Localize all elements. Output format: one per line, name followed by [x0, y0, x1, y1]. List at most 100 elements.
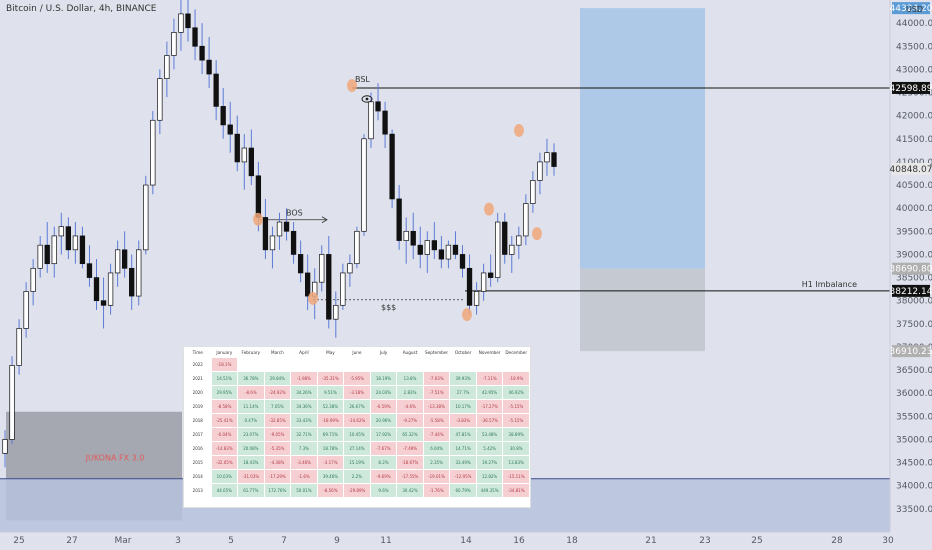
returns-value-cell: -14.83% — [211, 442, 238, 455]
x-tick-label: 3 — [175, 536, 181, 546]
liquidity-marker — [347, 79, 357, 93]
returns-value-cell: -34.81% — [503, 484, 529, 497]
candle-body — [276, 221, 283, 237]
returns-value-cell: 0.47% — [238, 414, 264, 427]
bsl-label: BSL — [355, 75, 370, 84]
returns-value-cell: 60.79% — [450, 484, 476, 497]
returns-value-cell: -17.29% — [264, 470, 291, 483]
price-badge — [892, 2, 930, 15]
returns-value-cell — [265, 358, 291, 371]
returns-value-cell: -13.38% — [423, 400, 450, 413]
returns-value-cell: 14.51% — [211, 372, 238, 385]
x-tick-label: 25 — [751, 536, 762, 546]
candle-body — [319, 254, 325, 283]
returns-value-cell: -29.89% — [344, 484, 370, 497]
returns-value-cell: -8.58% — [211, 400, 238, 413]
returns-row: 2018 -25.41% 0.47% -32.85% 33.43% -18.99% -14.… — [185, 414, 529, 427]
y-tick-label: 40500.00 — [896, 181, 932, 191]
returns-value-cell: 7.3% — [291, 442, 317, 455]
y-tick-label: 38000.00 — [896, 297, 932, 307]
returns-value-cell: 20.08% — [238, 442, 264, 455]
price-badge-label: 38690.80 — [890, 265, 932, 275]
returns-header-cell: April — [299, 350, 309, 355]
returns-header-cell: February — [241, 350, 261, 355]
candle-body — [65, 226, 71, 251]
x-tick-label: 7 — [281, 536, 287, 546]
returns-row: 2019 -8.58% 11.14% 7.05% 34.36% 52.38% 26.67% -… — [185, 400, 529, 413]
returns-value-cell: -0.04% — [211, 428, 238, 441]
x-tick-label: 18 — [566, 536, 578, 546]
returns-value-cell: 23.07% — [238, 428, 264, 441]
candle-body — [283, 221, 290, 232]
candle-body — [93, 277, 100, 302]
candle-body — [143, 184, 149, 251]
returns-value-cell: 32.71% — [291, 428, 317, 441]
candle-body — [466, 267, 473, 306]
price-badge-label: 38212.14 — [890, 287, 932, 297]
returns-value-cell — [371, 358, 397, 371]
x-tick-label: 9 — [334, 536, 340, 546]
candle-body — [129, 267, 135, 297]
y-tick-label: 44000.00 — [896, 19, 932, 29]
returns-value-cell: 34.26% — [291, 386, 317, 399]
candle-body — [389, 133, 395, 200]
candle-body — [544, 152, 550, 163]
candle-body — [51, 235, 57, 265]
returns-value-cell: 39.93% — [450, 372, 476, 385]
x-tick-label: 14 — [460, 536, 472, 546]
returns-value-cell: -4.38% — [264, 456, 291, 469]
returns-value-cell: -31.03% — [238, 470, 264, 483]
price-badge-label: 36910.23 — [890, 347, 932, 357]
liquidity-marker — [514, 123, 524, 137]
bos-label: BOS — [286, 209, 303, 218]
returns-value-cell: -5.58% — [423, 414, 450, 427]
returns-value-cell: 14.71% — [450, 442, 476, 455]
eye-icon-pupil — [365, 97, 369, 101]
returns-header-cell: May — [326, 350, 335, 355]
candle-body — [333, 304, 339, 320]
candle-body — [488, 272, 494, 278]
candle-body — [445, 244, 452, 260]
candle-body — [452, 244, 459, 255]
returns-value-cell — [450, 358, 476, 371]
candle-body — [459, 254, 466, 269]
returns-value-cell: -5.35% — [264, 442, 291, 455]
y-tick-label: 41000.00 — [896, 158, 932, 168]
returns-value-cell: -8.56% — [317, 484, 344, 497]
returns-value-cell: 7.05% — [264, 400, 291, 413]
returns-value-cell: 13.83% — [503, 456, 529, 469]
returns-value-cell: -24.92% — [264, 386, 291, 399]
x-tick-label: 23 — [699, 536, 710, 546]
returns-header-cell: December — [505, 350, 528, 355]
returns-year-cell: 2013 — [192, 488, 203, 493]
returns-value-cell: -17.55% — [397, 470, 423, 483]
y-tick-label: 40000.00 — [896, 204, 932, 214]
stop-zone — [580, 268, 705, 352]
liquidity-marker — [484, 202, 494, 216]
y-tick-label: 35000.00 — [896, 435, 932, 445]
liquidity-marker — [532, 227, 542, 241]
candle-body — [509, 244, 515, 255]
returns-value-cell: 61.77% — [238, 484, 264, 497]
candle-body — [220, 106, 226, 126]
watermark-text: JUKONA FX 3.0 — [85, 453, 145, 462]
returns-value-cell: -1.76% — [423, 484, 450, 497]
eye-icon — [361, 95, 373, 103]
y-tick-label: 36500.00 — [896, 366, 932, 376]
returns-value-cell: 34.36% — [291, 400, 317, 413]
candle-body — [551, 152, 557, 167]
returns-year-cell: 2015 — [192, 460, 203, 465]
returns-value-cell: -32.05% — [211, 456, 238, 469]
time-axis[interactable] — [0, 532, 932, 550]
returns-value-cell: 18.43% — [238, 456, 264, 469]
returns-value-cell: 38.89% — [503, 428, 529, 441]
returns-header-cell: August — [402, 350, 418, 355]
candle-body — [305, 272, 311, 297]
price-badge — [892, 284, 930, 297]
price-badge-label: 40848.07 — [890, 165, 932, 175]
returns-value-cell: 9.6% — [370, 484, 397, 497]
returns-value-cell: -36.57% — [476, 414, 503, 427]
returns-year-cell: 2019 — [192, 404, 203, 409]
returns-value-cell: 27.7% — [450, 386, 476, 399]
